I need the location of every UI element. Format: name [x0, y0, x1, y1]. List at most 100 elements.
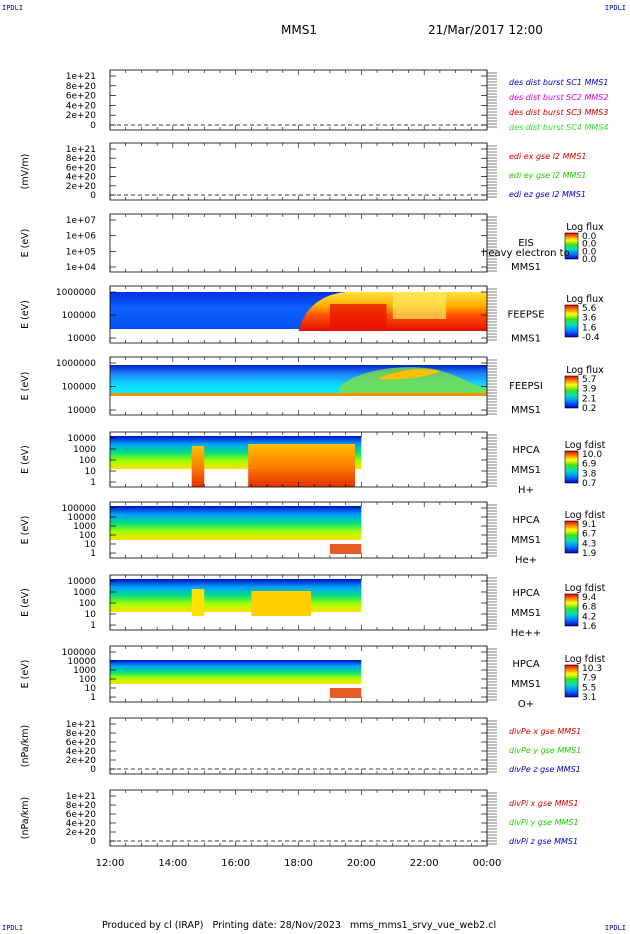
colorbar [564, 232, 579, 260]
y-axis-label: E (eV) [20, 372, 31, 401]
y-axis-label: (nPa/km) [20, 725, 31, 768]
p7-background [110, 506, 362, 540]
y-tick-label: 1e+07 [66, 216, 96, 226]
corner-mark-tl: IPDLI [2, 4, 24, 12]
colorbar-tick-label: 2.1 [582, 394, 596, 404]
y-tick-label: 1 [90, 478, 96, 488]
frame-box [109, 142, 488, 201]
colorbar-tick-label: 0.0 [582, 240, 597, 250]
y-tick-label: 1 [90, 621, 96, 631]
y-tick-label: 6e+20 [66, 92, 97, 102]
instrument-label: HPCA [512, 659, 540, 670]
legend-entry: des dist burst SC4 MMS4 [509, 123, 608, 132]
y-tick-label: 100000 [62, 311, 97, 321]
colorbar-tick-label: 0.0 [582, 247, 597, 257]
y-tick-label: 6e+20 [66, 738, 97, 748]
frame-p3 [109, 213, 497, 273]
instrument-label: He++ [511, 628, 541, 639]
panel-p7 [110, 506, 579, 554]
instrument-label: FEEPSI [509, 381, 543, 392]
frame-box [109, 69, 488, 131]
frame-p9 [109, 645, 497, 703]
colorbar-tick-label: 0.0 [582, 232, 597, 242]
colorbar [564, 593, 579, 627]
panel-p8 [110, 579, 579, 627]
frame-p7 [109, 501, 497, 559]
colorbar [564, 304, 579, 338]
colorbar-tick-label: 3.9 [582, 385, 597, 395]
colorbar-tick-label: 5.6 [582, 304, 597, 314]
footer-text: Produced by cl (IRAP) Printing date: 28/… [102, 920, 497, 931]
colorbar-title: Log flux [566, 365, 604, 376]
y-tick-label: 1 [90, 549, 96, 559]
y-tick-label: 10000 [67, 334, 96, 344]
y-tick-label: 1000 [73, 666, 96, 676]
legend-entry: des dist burst SC1 MMS1 [509, 78, 608, 87]
h-plus-hot-region [248, 444, 356, 487]
he-plus-plus-region [251, 591, 312, 616]
x-tick-label: 00:00 [473, 858, 502, 869]
legend-entry: divPe x gse MMS1 [509, 727, 581, 736]
y-tick-label: 8e+20 [66, 154, 97, 164]
y-axis-label: E (eV) [20, 445, 31, 474]
y-tick-label: 100000 [62, 648, 97, 658]
panel-p5 [110, 365, 579, 409]
y-tick-label: 1000000 [56, 359, 96, 369]
instrument-label: MMS1 [511, 535, 541, 546]
legend-entry: des dist burst SC2 MMS2 [509, 93, 608, 102]
colorbar [564, 375, 579, 409]
colorbar-tick-label: 6.8 [582, 603, 597, 613]
y-tick-label: 0 [90, 837, 96, 847]
frame-box [109, 717, 488, 775]
y-axis-label: E (eV) [20, 660, 31, 689]
y-tick-label: 0 [90, 765, 96, 775]
y-axis-label: (mV/m) [20, 154, 31, 190]
h-plus-hot-column-1 [191, 446, 205, 487]
p9-background [110, 660, 362, 684]
x-tick-label: 20:00 [347, 858, 376, 869]
overlay-label: heavy electron to [482, 248, 570, 259]
y-tick-label: 6e+20 [66, 810, 97, 820]
y-axis-label: E (eV) [20, 516, 31, 545]
instrument-label: MMS1 [511, 465, 541, 476]
y-tick-label: 100 [79, 675, 96, 685]
legend-entry: divPe z gse MMS1 [509, 765, 581, 774]
colorbar-tick-label: 9.1 [582, 520, 596, 530]
y-tick-label: 1000000 [56, 288, 96, 298]
feepsi-low-band [110, 393, 487, 396]
y-tick-label: 4e+20 [66, 819, 97, 829]
colorbar-tick-label: 5.7 [582, 375, 596, 385]
y-tick-label: 10000 [67, 406, 96, 416]
y-tick-label: 8e+20 [66, 729, 97, 739]
y-tick-label: 2e+20 [66, 828, 97, 838]
y-tick-label: 8e+20 [66, 801, 97, 811]
frame-p8 [109, 574, 497, 631]
legend-entry: divPi x gse MMS1 [509, 799, 579, 808]
colorbar-tick-label: 5.5 [582, 683, 596, 693]
he-plus-plus-column [191, 589, 205, 616]
legend-entry: divPi z gse MMS1 [509, 837, 578, 846]
y-axis-label: E (eV) [20, 588, 31, 617]
legend-entry: des dist burst SC3 MMS3 [509, 108, 608, 117]
y-tick-label: 6e+20 [66, 163, 97, 173]
x-tick-label: 22:00 [410, 858, 439, 869]
frame-p4 [109, 285, 497, 344]
y-axis-label: (nPa/km) [20, 797, 31, 840]
y-tick-label: 10000 [67, 513, 96, 523]
corner-mark-tr: IPDLI [604, 4, 626, 12]
colorbar-title: Log fdist [565, 583, 606, 594]
colorbar [564, 520, 579, 554]
p9-low-energy-tail [329, 688, 362, 698]
panel-p4 [110, 292, 579, 338]
colorbar-title: Log flux [566, 222, 604, 233]
x-tick-label: 18:00 [284, 858, 313, 869]
frame-box [109, 213, 488, 273]
y-tick-label: 100 [79, 531, 96, 541]
y-axis-label: E (eV) [20, 300, 31, 329]
colorbar-title: Log fdist [565, 654, 606, 665]
feepsi-orange-arc [377, 369, 440, 380]
y-tick-label: 1e+05 [66, 247, 96, 257]
y-tick-label: 0 [90, 191, 96, 201]
p7-low-energy-tail [329, 544, 362, 554]
